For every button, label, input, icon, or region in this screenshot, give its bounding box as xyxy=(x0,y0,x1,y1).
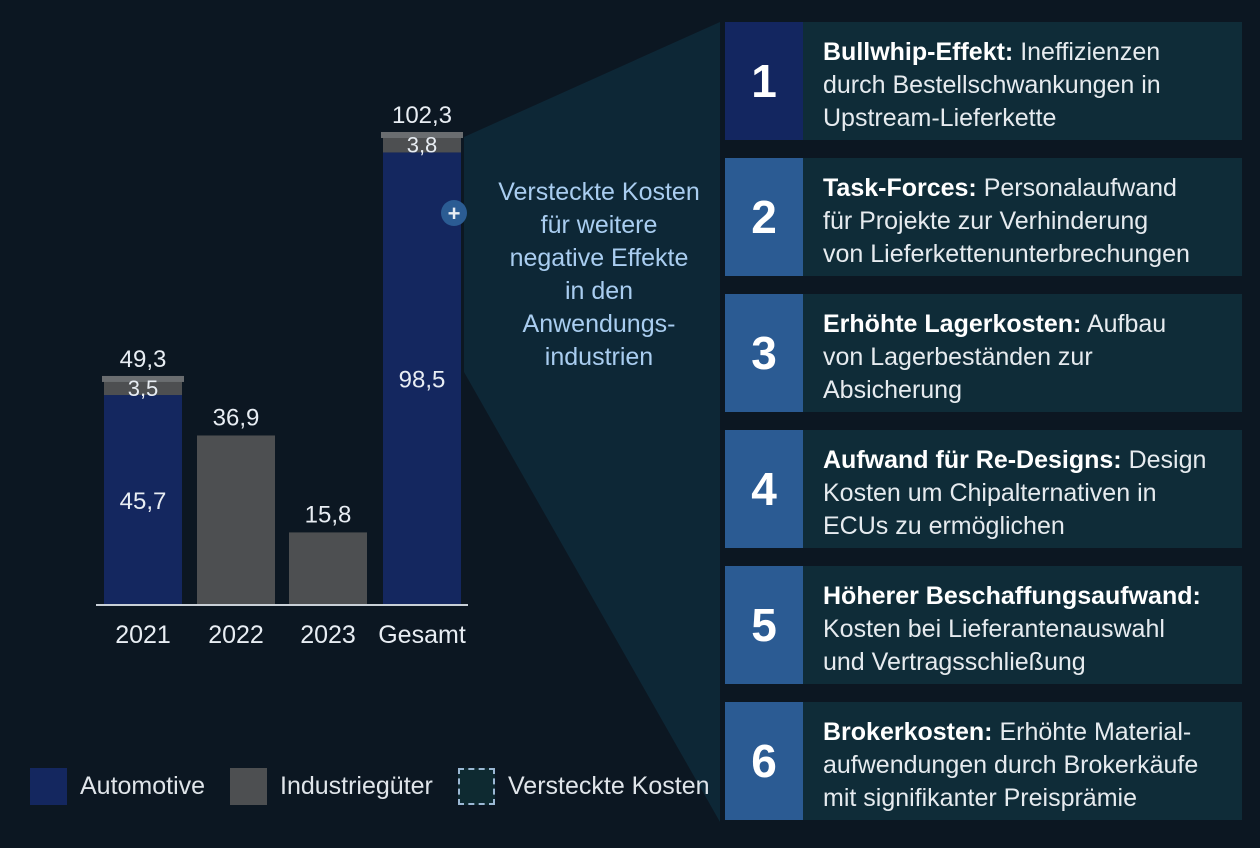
callout-line: negative Effekte xyxy=(510,244,689,272)
effect-line: Absicherung xyxy=(823,376,962,404)
legend-hidden: Versteckte Kosten xyxy=(458,768,710,805)
callout-text: Versteckte Kosten für weitere negative Eff… xyxy=(498,178,700,371)
effect-line: Personalaufwand xyxy=(976,174,1177,202)
effect-text-1: Bullwhip-Effekt: Ineffizienzen durch Best… xyxy=(803,22,1242,140)
effect-line: Ineffizienzen xyxy=(1013,38,1161,66)
effect-title: Bullwhip-Effekt: xyxy=(823,38,1014,66)
effect-text-5: Höherer Beschaffungsaufwand: Kosten bei L… xyxy=(803,566,1242,684)
effects-list: 1 Bullwhip-Effekt: Ineffizienzen durch Be… xyxy=(725,22,1242,838)
effect-number-2: 2 xyxy=(725,158,803,276)
effect-item-3: 3 Erhöhte Lagerkosten: Aufbau von Lagerbe… xyxy=(725,294,1242,412)
data-label-automotive: 98,5 xyxy=(399,367,446,394)
bar-automotive xyxy=(383,152,461,606)
effect-item-2: 2 Task-Forces: Personalaufwand für Projek… xyxy=(725,158,1242,276)
effect-line: für Projekte zur Verhinderung xyxy=(823,207,1149,235)
bar-industry xyxy=(104,378,182,396)
callout-line: Anwendungs- xyxy=(523,310,676,338)
callout-line: Versteckte Kosten xyxy=(498,178,700,206)
effect-number-1: 1 xyxy=(725,22,803,140)
effect-title: Task-Forces: xyxy=(823,174,977,202)
effect-number-3: 3 xyxy=(725,294,803,412)
effect-text-6: Brokerkosten: Erhöhte Material-aufwendun… xyxy=(803,702,1242,820)
x-tick-label: 2021 xyxy=(115,621,171,649)
effect-line: ECUs zu ermöglichen xyxy=(823,512,1065,540)
total-label: 49,3 xyxy=(120,346,167,373)
effect-line: von Lieferkettenunterbrechungen xyxy=(823,240,1190,268)
effect-line: mit signifikanter Preisprämie xyxy=(823,784,1137,812)
bar-industry-edge xyxy=(381,132,463,138)
effect-text-2: Task-Forces: Personalaufwand für Projekte… xyxy=(803,158,1242,276)
callout-line: in den xyxy=(565,277,633,305)
legend-swatch-automotive xyxy=(30,768,67,805)
effect-number-5: 5 xyxy=(725,566,803,684)
effect-line: durch Bestellschwankungen in xyxy=(823,71,1161,99)
effect-title: Erhöhte Lagerkosten: xyxy=(823,310,1082,338)
bar-automotive xyxy=(104,395,182,605)
plus-icon xyxy=(441,200,467,226)
effect-line: Kosten bei Lieferantenauswahl xyxy=(823,615,1165,643)
effect-number-4: 4 xyxy=(725,430,803,548)
bar-industry-edge xyxy=(102,375,184,382)
legend-automotive: Automotive xyxy=(30,768,205,805)
effect-line: Kosten um Chipalternativen in xyxy=(823,479,1157,507)
bar-industry xyxy=(197,435,275,605)
legend-swatch-industry xyxy=(230,768,267,805)
data-label-industry: 15,8 xyxy=(305,501,352,528)
effect-line: Design xyxy=(1121,446,1207,474)
effect-line: Upstream-Lieferkette xyxy=(823,104,1057,132)
data-label-industry: 36,9 xyxy=(213,404,260,431)
effect-line: von Lagerbeständen zur xyxy=(823,343,1093,371)
bar-industry xyxy=(289,532,367,605)
legend-industry: Industriegüter xyxy=(230,768,433,805)
x-tick-label: 2023 xyxy=(300,621,356,649)
data-label-automotive: 45,7 xyxy=(120,488,167,515)
x-tick-label: Gesamt xyxy=(378,621,466,649)
callout-line: industrien xyxy=(545,343,653,371)
effect-item-4: 4 Aufwand für Re-Designs: Design Kosten u… xyxy=(725,430,1242,548)
effect-title: Aufwand für Re-Designs: xyxy=(823,446,1122,474)
callout-wedge xyxy=(464,22,720,822)
effect-item-6: 6 Brokerkosten: Erhöhte Material-aufwend… xyxy=(725,702,1242,820)
effect-text-3: Erhöhte Lagerkosten: Aufbau von Lagerbest… xyxy=(803,294,1242,412)
legend-label-industry: Industriegüter xyxy=(280,772,433,800)
plus-icon-glyph: + xyxy=(448,201,461,226)
legend-swatch-hidden xyxy=(458,768,495,805)
effect-title: Höherer Beschaffungsaufwand: xyxy=(823,582,1201,610)
effect-line: Erhöhte Material- xyxy=(992,718,1192,746)
x-tick-label: 2022 xyxy=(208,621,264,649)
bar-industry xyxy=(383,135,461,153)
effect-item-5: 5 Höherer Beschaffungsaufwand: Kosten bei… xyxy=(725,566,1242,684)
callout-line: für weitere xyxy=(541,211,658,239)
effect-item-1: 1 Bullwhip-Effekt: Ineffizienzen durch Be… xyxy=(725,22,1242,140)
data-label-industry: 3,5 xyxy=(128,376,159,401)
legend-label-hidden: Versteckte Kosten xyxy=(508,772,710,800)
effect-title: Brokerkosten: xyxy=(823,718,993,746)
data-label-industry: 3,8 xyxy=(407,133,438,158)
effect-line: aufwendungen durch Brokerkäufe xyxy=(823,751,1199,779)
effect-text-4: Aufwand für Re-Designs: Design Kosten um … xyxy=(803,430,1242,548)
legend-label-automotive: Automotive xyxy=(80,772,206,800)
total-label: 102,3 xyxy=(392,102,452,129)
effect-line: und Vertragsschließung xyxy=(823,648,1086,676)
effect-line: Aufbau xyxy=(1081,310,1167,338)
effect-number-6: 6 xyxy=(725,702,803,820)
